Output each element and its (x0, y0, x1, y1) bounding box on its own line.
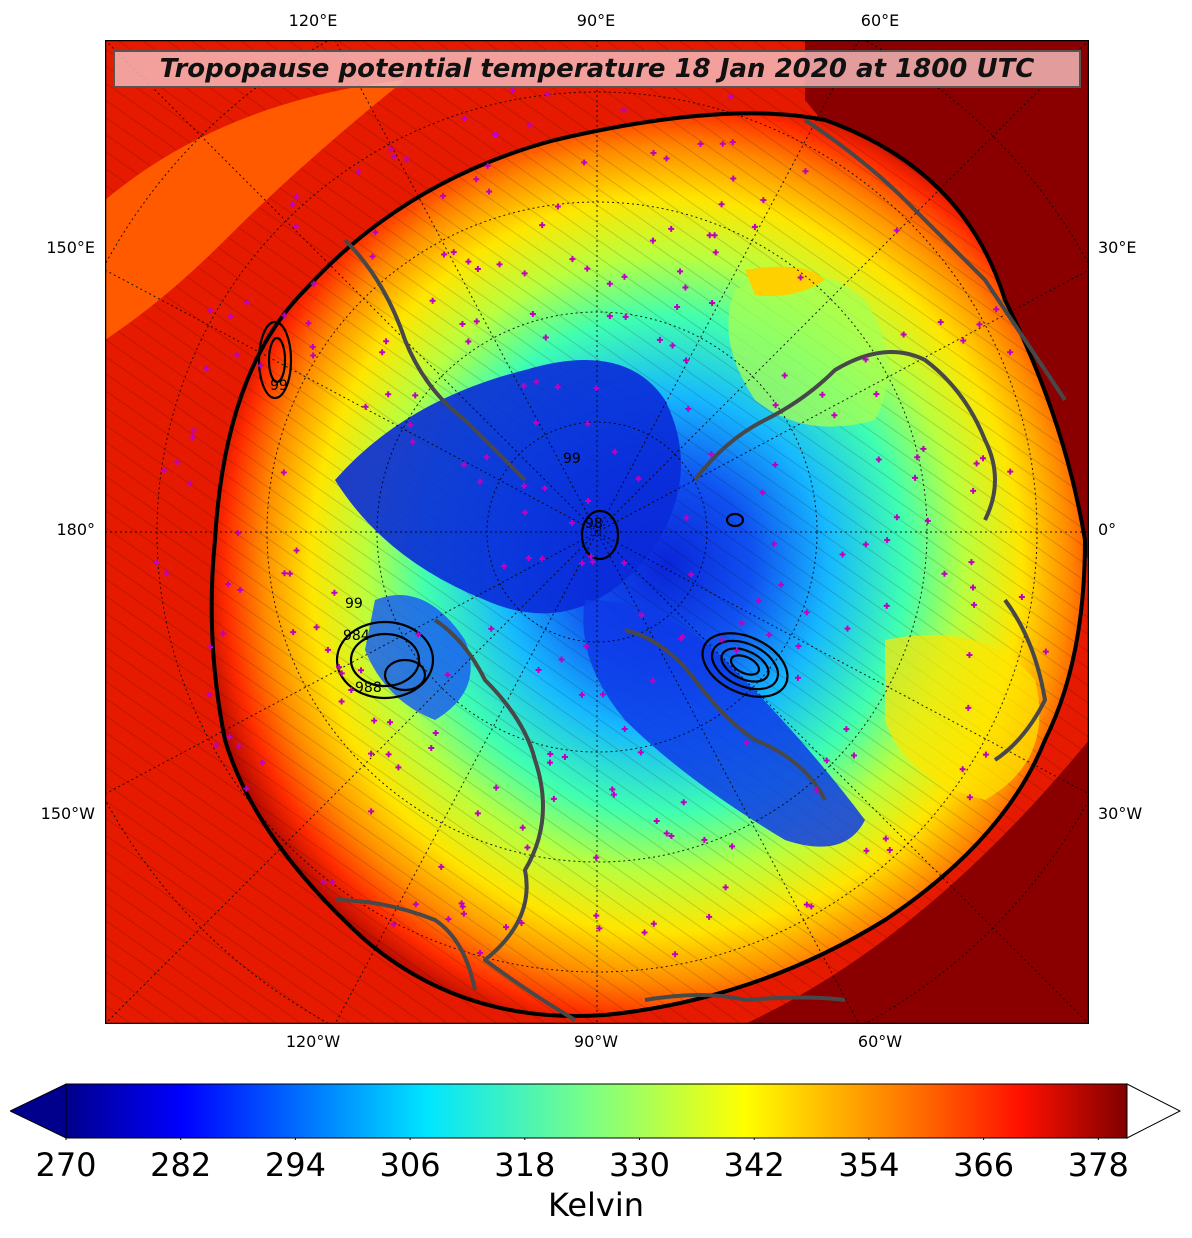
lon-label-bottom: 90°W (573, 1032, 619, 1051)
lon-label-bottom: 120°W (285, 1032, 341, 1051)
colorbar-tick-label: 282 (150, 1146, 212, 1184)
side-label-left: 150°E (46, 238, 95, 257)
colorbar-label: Kelvin (547, 1186, 645, 1224)
yellow-patch (745, 266, 825, 296)
tropopause-map: 99 98 984 988 99 99 (105, 40, 1089, 1024)
colorbar-tick-label: 270 (35, 1146, 97, 1184)
colorbar-tick-label: 378 (1067, 1146, 1129, 1184)
contour-label: 984 (343, 628, 370, 644)
lon-label-top: 90°E (576, 11, 616, 30)
coastlines (334, 118, 1067, 1022)
cold-lobe-2 (583, 600, 865, 847)
map-panel: 99 98 984 988 99 99 Tropopause potential… (105, 40, 1089, 1024)
cold-lobe-1 (335, 360, 681, 614)
warm-pocket-1 (728, 272, 888, 427)
contour-label: 98 (585, 516, 603, 532)
contour-label: 99 (270, 378, 288, 394)
side-label-right: 0° (1098, 520, 1117, 539)
dark-red-region-se (745, 740, 1089, 1024)
lon-label-top: 60°E (860, 11, 900, 30)
side-label-left: 180° (56, 520, 95, 539)
colorbar-tick-label: 330 (608, 1146, 671, 1184)
colorbar-tick-label: 342 (723, 1146, 785, 1184)
side-label-right: 30°W (1098, 804, 1143, 823)
colorbar-tick-label: 318 (494, 1146, 556, 1184)
contour-label: 99 (345, 596, 363, 612)
colorbar-max-extend (1126, 1083, 1182, 1139)
contour-label: 988 (355, 680, 382, 696)
colorbar-tick-label: 354 (838, 1146, 900, 1184)
lon-label-bottom: 60°W (857, 1032, 903, 1051)
colorbar-tick-label: 306 (379, 1146, 441, 1184)
station-markers (153, 87, 1049, 958)
colorbar-gradient (65, 1083, 1128, 1139)
pressure-contours (257, 320, 789, 700)
lon-label-top: 120°E (288, 11, 338, 30)
contour-labels: 99 98 984 988 99 99 (270, 378, 603, 696)
warm-pocket-2 (885, 635, 1040, 800)
colorbar-tick-label: 294 (264, 1146, 326, 1184)
orange-band-nw (105, 80, 405, 340)
side-label-right: 30°E (1098, 238, 1137, 257)
map-title: Tropopause potential temperature 18 Jan … (113, 50, 1081, 88)
side-label-left: 150°W (40, 804, 95, 823)
colorbar (10, 1083, 1182, 1140)
colorbar-min-extend (10, 1083, 67, 1139)
colorbar-tick-label: 366 (953, 1146, 1015, 1184)
contour-label: 99 (563, 451, 581, 467)
